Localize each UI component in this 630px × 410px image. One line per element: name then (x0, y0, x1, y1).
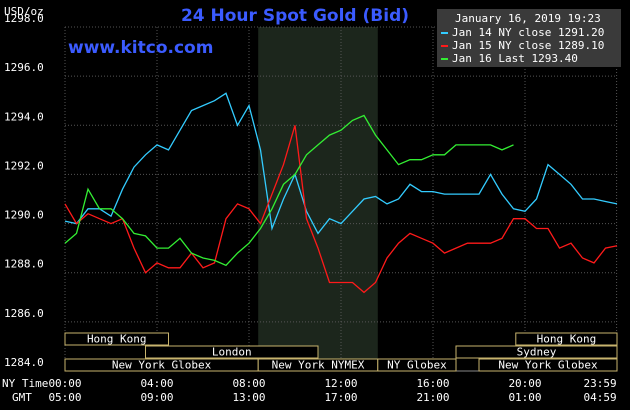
x-tick-label-gmt: 17:00 (324, 391, 357, 404)
y-tick-label: 1296.0 (4, 61, 44, 74)
y-tick-label: 1286.0 (4, 307, 44, 320)
x-tick-label: 16:00 (416, 377, 449, 390)
legend-label: Jan 14 NY close 1291.20 (452, 26, 604, 39)
x-tick-label-gmt: 05:00 (48, 391, 81, 404)
session-label: Sydney (517, 346, 557, 359)
series-line (64, 92, 618, 235)
x-tick-label-gmt: 04:59 (583, 391, 616, 404)
x-tick-label: 04:00 (140, 377, 173, 390)
x-tick-label: 12:00 (324, 377, 357, 390)
y-tick-label: 1290.0 (4, 209, 44, 222)
y-tick-label: 1288.0 (4, 258, 44, 271)
session-label: NY Globex (387, 359, 447, 372)
session-label: London (212, 346, 252, 359)
session-bar (145, 345, 319, 359)
y-tick-label: 1292.0 (4, 159, 44, 172)
session-bar (478, 358, 618, 372)
legend-label: Jan 16 Last 1293.40 (452, 52, 578, 65)
y-tick-label: 1298.0 (4, 12, 44, 25)
x-tick-label-gmt: 21:00 (416, 391, 449, 404)
series-line (64, 114, 514, 267)
session-bar (515, 332, 618, 346)
session-label: New York Globex (112, 359, 212, 372)
series-line (64, 125, 618, 294)
watermark: www.kitco.com (68, 38, 213, 58)
session-label: New York Globex (498, 359, 598, 372)
y-tick-label: 1294.0 (4, 110, 44, 123)
x-tick-label: 08:00 (232, 377, 265, 390)
y-tick-label: 1284.0 (4, 356, 44, 369)
session-label: New York NYMEX (272, 359, 365, 372)
highlight-band (258, 27, 378, 371)
x-tick-label-gmt: 09:00 (140, 391, 173, 404)
session-bar (64, 332, 169, 346)
x-tick-label: 20:00 (508, 377, 541, 390)
legend-box (437, 9, 621, 67)
x-tick-label-gmt: 13:00 (232, 391, 265, 404)
x-tick-label: 00:00 (48, 377, 81, 390)
x-axis-label-ny: NY Time (2, 377, 48, 390)
legend-label: Jan 15 NY close 1289.10 (452, 39, 604, 52)
x-tick-label: 23:59 (583, 377, 616, 390)
session-bar (455, 345, 618, 359)
x-tick-label-gmt: 01:00 (508, 391, 541, 404)
session-label: Hong Kong (87, 333, 147, 346)
timestamp: January 16, 2019 19:23 (455, 12, 601, 25)
x-axis-label-gmt: GMT (12, 391, 32, 404)
session-label: Hong Kong (537, 333, 597, 346)
y-axis-label: USD/oz (4, 5, 44, 18)
chart-title: 24 Hour Spot Gold (Bid) (181, 6, 409, 26)
session-bar (377, 358, 457, 372)
